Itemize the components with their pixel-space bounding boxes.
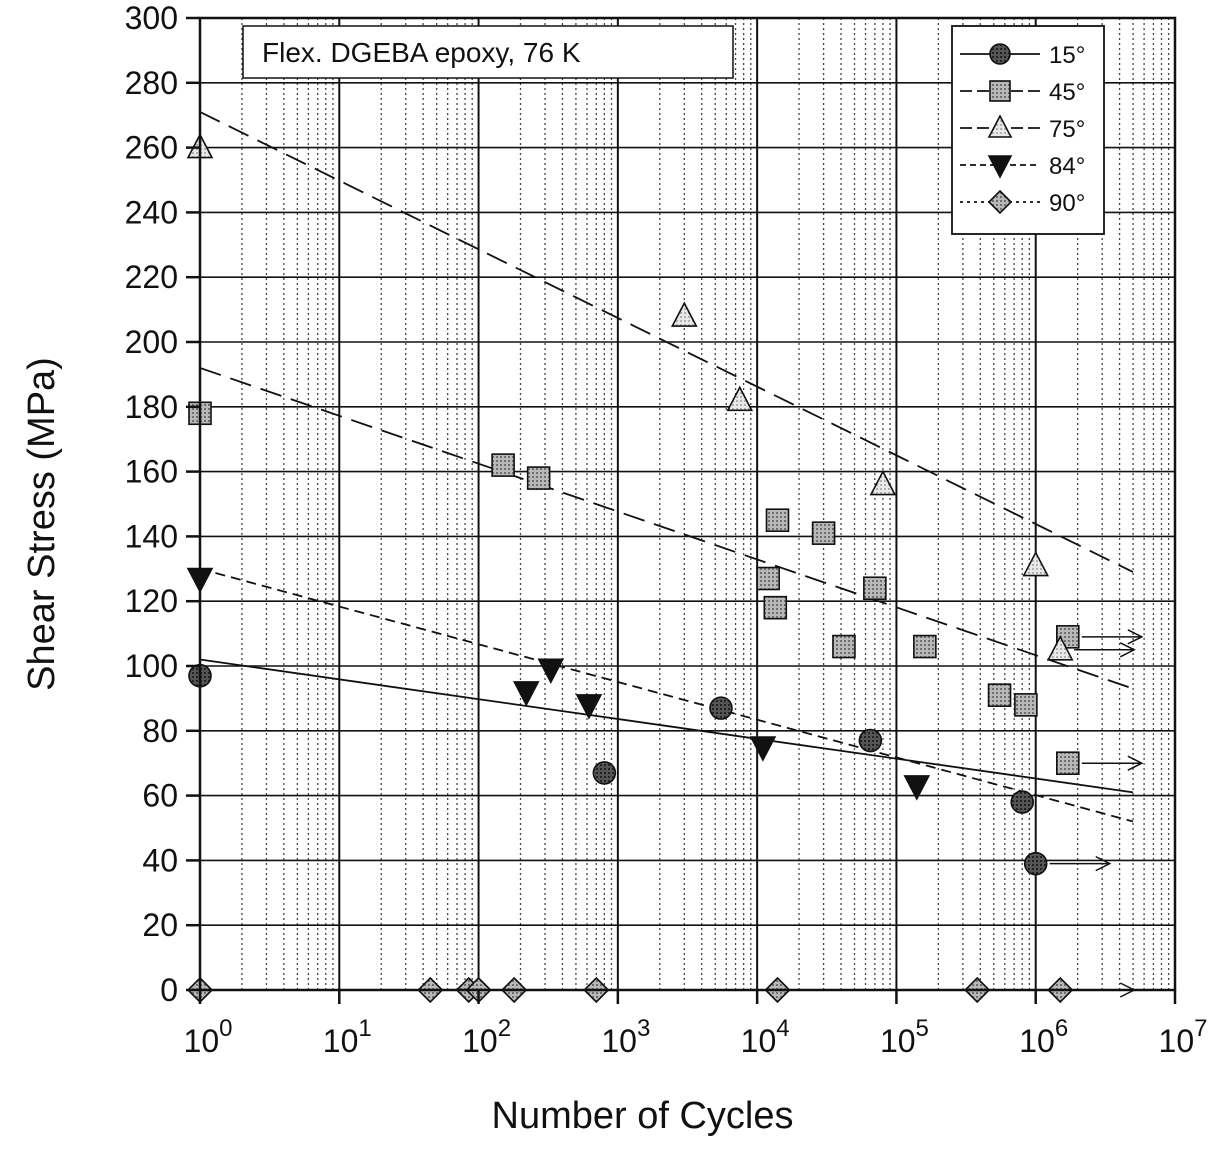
data-point-1 xyxy=(811,521,836,545)
x-tick-label: 104 xyxy=(741,1015,790,1059)
y-tick-label: 300 xyxy=(125,0,178,36)
data-point-0 xyxy=(1010,790,1035,814)
fit-line-0 xyxy=(199,658,1134,794)
runout-arrows xyxy=(1049,629,1144,998)
data-point-0 xyxy=(592,761,617,785)
runout-arrow-head xyxy=(1127,755,1144,771)
y-tick-label: 240 xyxy=(125,194,178,230)
plot-frame xyxy=(198,16,1177,992)
y-axis-title: Shear Stress (MPa) xyxy=(21,357,63,691)
x-axis-title: Number of Cycles xyxy=(492,1095,794,1137)
legend-marker xyxy=(989,43,1011,65)
data-point-2 xyxy=(726,385,754,412)
data-point-1 xyxy=(1014,693,1038,717)
data-point-1 xyxy=(526,466,551,490)
data-point-1 xyxy=(491,453,515,477)
fit-line-3 xyxy=(199,567,1134,823)
annotation: Flex. DGEBA epoxy, 76 K xyxy=(242,25,734,79)
data-point-1 xyxy=(763,595,788,620)
x-tick-label: 103 xyxy=(601,1015,650,1059)
data-point-3 xyxy=(903,775,931,801)
data-point-3 xyxy=(575,694,603,720)
y-tick-label: 80 xyxy=(142,713,178,749)
y-tick-label: 200 xyxy=(125,324,178,360)
legend: 15° 45° 75° 84° 90° xyxy=(951,25,1105,235)
fit-line-1 xyxy=(199,367,1134,690)
data-point-2 xyxy=(670,301,698,327)
fit-line-2 xyxy=(199,111,1134,573)
data-points xyxy=(186,132,1080,1004)
legend-label: 90° xyxy=(1049,190,1085,217)
data-point-3 xyxy=(749,736,777,762)
x-tick-label: 105 xyxy=(880,1015,929,1059)
data-point-1 xyxy=(765,508,790,533)
data-point-2 xyxy=(1046,635,1074,661)
y-tick-label: 120 xyxy=(125,583,178,619)
data-point-1 xyxy=(756,566,780,591)
data-point-0 xyxy=(1023,851,1048,876)
legend-box xyxy=(951,25,1105,235)
x-tick-label: 102 xyxy=(462,1015,511,1059)
annotation-box xyxy=(242,25,734,79)
y-tick-label: 100 xyxy=(125,648,178,684)
legend-marker xyxy=(987,114,1013,138)
y-tick-label: 220 xyxy=(125,259,178,295)
runout-arrow-head xyxy=(1095,855,1112,872)
data-point-1 xyxy=(832,634,856,659)
fit-lines xyxy=(199,111,1134,823)
y-tick-label: 20 xyxy=(142,907,178,943)
x-tick-label: 107 xyxy=(1159,1015,1208,1059)
y-tick-label: 140 xyxy=(125,518,178,554)
legend-marker xyxy=(987,189,1013,215)
legend-label: 75° xyxy=(1049,116,1085,143)
data-point-3 xyxy=(537,658,565,684)
data-point-1 xyxy=(987,683,1012,707)
y-tick-label: 180 xyxy=(125,389,178,425)
y-tick-label: 280 xyxy=(125,65,178,101)
legend-label: 45° xyxy=(1049,79,1085,106)
annotation-text: Flex. DGEBA epoxy, 76 K xyxy=(262,37,581,68)
x-tick-label: 101 xyxy=(323,1015,372,1059)
x-tick-label: 106 xyxy=(1019,1015,1068,1059)
y-tick-label: 60 xyxy=(142,778,178,814)
data-point-1 xyxy=(1056,751,1080,776)
y-tick-label: 40 xyxy=(142,842,178,878)
data-point-3 xyxy=(512,681,540,707)
data-point-2 xyxy=(869,469,897,496)
legend-marker xyxy=(987,155,1013,179)
data-point-0 xyxy=(709,696,733,720)
y-tick-label: 0 xyxy=(160,972,178,1008)
data-point-1 xyxy=(913,634,937,659)
legend-label: 15° xyxy=(1049,42,1085,69)
legend-marker xyxy=(989,80,1011,102)
data-point-1 xyxy=(863,576,887,601)
y-tick-label: 160 xyxy=(125,454,178,490)
y-tick-label: 260 xyxy=(125,130,178,166)
data-point-2 xyxy=(1022,550,1050,577)
runout-arrow-head xyxy=(1127,629,1144,645)
runout-arrow-head xyxy=(1119,642,1136,658)
legend-label: 84° xyxy=(1049,153,1085,180)
data-point-0 xyxy=(858,728,883,753)
axes: 0 20 40 60 80 100 120 140 160 180 200 220 240 260 280 3… xyxy=(125,0,1208,1059)
x-tick-label: 100 xyxy=(184,1015,233,1059)
